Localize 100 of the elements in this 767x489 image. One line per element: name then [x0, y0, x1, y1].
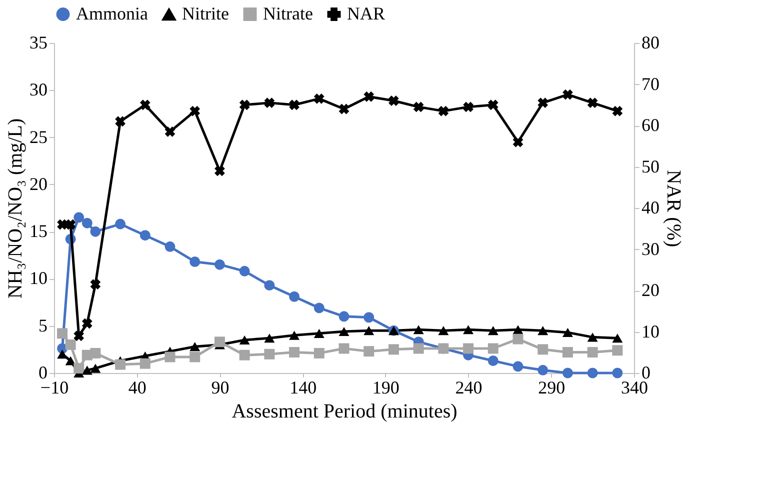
point	[289, 100, 300, 110]
point	[562, 347, 573, 358]
point	[562, 89, 573, 100]
x-tick-label: 90	[211, 378, 230, 398]
point	[115, 116, 126, 127]
point	[512, 334, 524, 344]
point	[289, 291, 300, 302]
point	[512, 136, 524, 148]
point	[164, 126, 176, 137]
y-axis-title: NH₃/NO₂/NO₃ (mg/L)	[4, 118, 26, 299]
point	[289, 347, 300, 358]
point	[338, 343, 350, 354]
legend-label: Nitrate	[263, 3, 313, 24]
point	[57, 328, 68, 339]
legend-label: NAR	[347, 3, 386, 24]
y-tick-label: 25	[30, 126, 48, 147]
point	[214, 336, 225, 348]
point	[57, 219, 68, 230]
point	[587, 347, 598, 358]
point	[115, 359, 126, 370]
point	[488, 356, 498, 366]
point	[214, 259, 225, 270]
point	[488, 326, 498, 336]
point	[612, 345, 623, 356]
x-tick-label: 40	[128, 378, 146, 398]
point	[438, 326, 449, 336]
legend-label: Nitrite	[182, 4, 229, 24]
point	[140, 230, 150, 241]
y-tick-label: 15	[30, 221, 48, 242]
point	[463, 102, 474, 112]
point	[164, 241, 176, 252]
point	[190, 106, 200, 116]
point	[488, 343, 498, 354]
y-tick-label: 30	[30, 80, 48, 100]
point	[74, 330, 84, 342]
point	[82, 366, 92, 375]
point	[190, 342, 200, 352]
point	[90, 279, 101, 290]
y2-tick-label: 80	[642, 32, 660, 52]
point	[538, 98, 548, 108]
point	[587, 332, 598, 342]
point	[74, 363, 84, 374]
y-tick-label: 10	[30, 268, 48, 288]
point	[264, 280, 275, 291]
point	[538, 326, 548, 336]
point	[388, 96, 399, 106]
point	[289, 330, 300, 340]
point	[314, 93, 324, 104]
y2-tick-label: 60	[642, 115, 660, 135]
point	[413, 325, 424, 334]
legend-label: Ammonia	[76, 3, 148, 24]
point	[264, 334, 275, 343]
point	[364, 91, 374, 102]
point	[612, 334, 623, 343]
point	[364, 346, 374, 357]
x-tick-label: 290	[538, 378, 566, 398]
point	[115, 218, 126, 230]
point	[239, 350, 250, 360]
point	[264, 98, 275, 108]
point	[388, 344, 399, 355]
point	[239, 100, 250, 110]
point	[65, 339, 76, 350]
y2-tick-label: 40	[642, 198, 660, 218]
y-tick-label: 20	[30, 174, 48, 194]
point	[587, 368, 598, 378]
point	[338, 104, 350, 114]
point	[338, 326, 350, 336]
point	[413, 343, 424, 354]
point	[314, 302, 324, 314]
point	[538, 344, 548, 355]
point	[57, 350, 68, 359]
point	[463, 325, 474, 334]
point	[314, 348, 324, 358]
point	[512, 325, 524, 334]
point	[463, 343, 474, 354]
point	[190, 352, 200, 362]
point	[587, 98, 598, 108]
y2-tick-label: 30	[642, 238, 660, 259]
x-tick-label: 140	[290, 378, 317, 398]
point	[413, 102, 424, 112]
point	[364, 326, 374, 336]
point	[164, 352, 176, 362]
point	[239, 335, 250, 345]
point	[214, 166, 225, 176]
y-tick-label: 35	[30, 32, 48, 52]
point	[338, 311, 350, 322]
y2-tick-label: 70	[642, 74, 660, 94]
point	[314, 328, 324, 338]
x-tick-label: 190	[372, 378, 400, 398]
y-tick-label: 5	[38, 315, 48, 336]
point	[562, 328, 573, 337]
point	[140, 100, 150, 110]
y2-tick-label: 50	[642, 156, 660, 176]
point	[90, 226, 101, 237]
point	[512, 361, 524, 372]
y2-tick-label: 20	[642, 280, 660, 300]
point	[364, 312, 374, 323]
point	[562, 368, 573, 378]
point	[264, 348, 275, 360]
point	[488, 100, 498, 110]
